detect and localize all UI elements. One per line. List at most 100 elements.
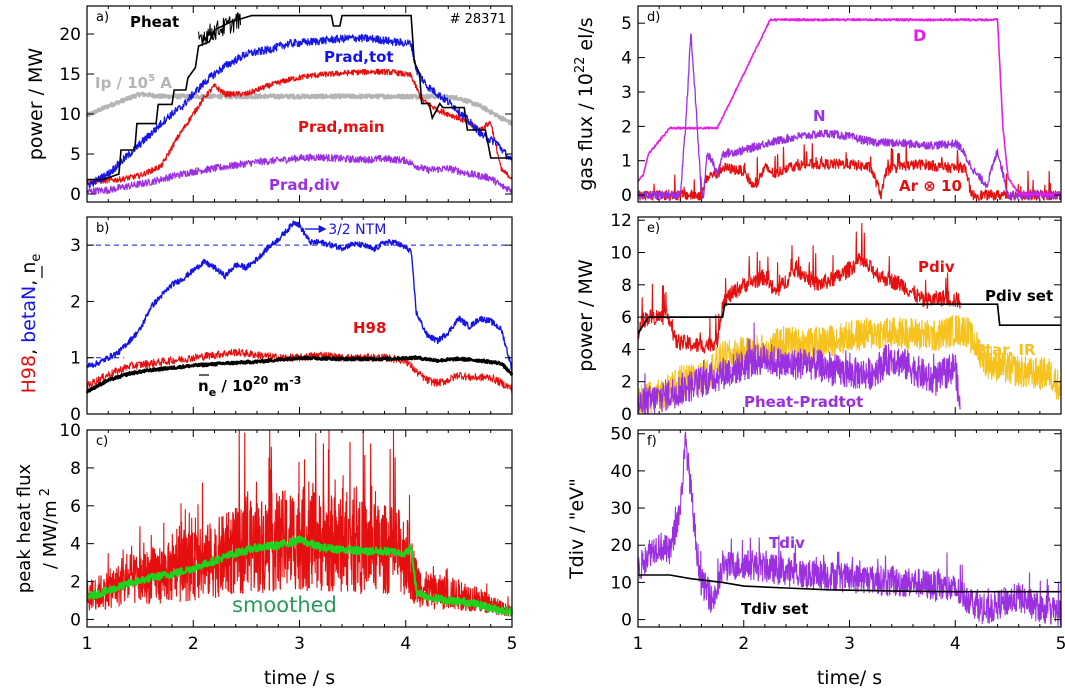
y-tick-label: 1: [70, 349, 81, 369]
y-tick-label: 6: [70, 497, 81, 517]
panel-d: 0 1 2 3 4 5 d) gas flux / 1022 el/s D N Ar ⊗ 10: [573, 5, 1062, 206]
series-line: [85, 535, 514, 617]
ylabel: power / MW: [575, 259, 597, 372]
y-tick-label: 4: [621, 340, 632, 360]
label-smoothed: smoothed: [232, 593, 337, 617]
ylabel-line1: peak heat flux: [14, 463, 35, 593]
y-tick-label: 5: [621, 14, 632, 34]
series-line: [637, 17, 1062, 197]
ylabel: gas flux / 1022 el/s: [573, 17, 597, 190]
x-tick-label: 2: [188, 634, 199, 654]
panel-a: 0 5 10 15 20 a) power / MW # 28371 Pheat Prad,tot…: [25, 5, 513, 205]
xlabel: time/ s: [817, 667, 882, 689]
ylabel-part: betaN: [18, 286, 40, 343]
label-ntm: 3/2 NTM: [328, 222, 386, 238]
label-ne-exp: 20: [253, 374, 269, 387]
x-tick-label: 3: [844, 634, 855, 654]
label-pheat-pradtot: Pheat-Pradtot: [744, 393, 863, 411]
series-line: [86, 429, 513, 617]
y-tick-label: 2: [70, 573, 81, 593]
label-n: N: [813, 107, 826, 125]
label-ne-sub: e: [209, 386, 216, 399]
y-tick-label: 0: [70, 405, 81, 425]
panel-label: c): [96, 434, 108, 449]
ylabel-line2-text: / MW/m: [40, 500, 61, 569]
label-ne: ne / 1020 m-3: [198, 374, 301, 399]
label-pheat: Pheat: [130, 13, 179, 31]
y-tick-label: 8: [70, 459, 81, 479]
y-tick-label: 0: [621, 186, 632, 206]
label-prad-main: Prad,main: [298, 118, 385, 136]
y-tick-label: 3: [621, 83, 632, 103]
y-tick-label: 15: [59, 65, 81, 85]
panel-label: e): [647, 221, 660, 236]
panel-label: d): [647, 10, 660, 25]
x-tick-label: 1: [633, 634, 644, 654]
y-tick-label: 6: [621, 308, 632, 328]
x-tick-label: 5: [507, 634, 518, 654]
y-tick-label: 2: [70, 292, 81, 312]
ylabel-exp: 22: [573, 57, 588, 74]
y-tick-label: 10: [610, 573, 632, 593]
series-line: [86, 33, 513, 189]
y-tick-label: 10: [59, 105, 81, 125]
y-tick-label: 0: [621, 611, 632, 631]
series-line: [85, 355, 514, 394]
y-tick-label: 5: [70, 145, 81, 165]
y-tick-label: 4: [621, 49, 632, 69]
x-tick-label: 5: [1056, 634, 1065, 654]
panel-c: 1 2 3 4 5 0 2 4 6 8 10 c) peak heat flux / MW/m 2 smoo…: [14, 421, 517, 689]
label-d: D: [913, 26, 926, 45]
y-tick-label: 0: [621, 405, 632, 425]
y-tick-label: 30: [610, 499, 632, 519]
y-tick-label: 2: [621, 373, 632, 393]
x-tick-label: 4: [950, 634, 961, 654]
series-line: [637, 303, 1061, 334]
y-tick-label: 8: [621, 276, 632, 296]
ylabel-part: , n: [18, 262, 40, 286]
series-line: [198, 12, 242, 47]
series-line: [87, 14, 512, 181]
series-line: [637, 431, 1062, 627]
series-line: [86, 220, 513, 371]
y-tick-label: 3: [70, 236, 81, 256]
label-pdiv: Pdiv: [918, 258, 955, 276]
series-line: [638, 574, 1061, 593]
label-pdiv-set: Pdiv set: [985, 287, 1053, 305]
ylabel-base: gas flux / 10: [575, 73, 597, 191]
label-ne-m: m: [268, 377, 289, 395]
series-line: [637, 222, 961, 354]
y-tick-label: 0: [70, 610, 81, 630]
y-tick-label: 2: [621, 117, 632, 137]
xlabel: time / s: [264, 667, 335, 689]
label-ne-unit: / 10: [216, 377, 253, 395]
y-tick-label: 40: [610, 462, 632, 482]
y-tick-label: 20: [610, 536, 632, 556]
panel-label: b): [96, 221, 109, 236]
ylabel-unit: el/s: [575, 17, 597, 56]
label-ip: Ip / 105 A: [95, 73, 172, 92]
series-line: [85, 91, 513, 126]
ylabel-line2: / MW/m 2: [38, 488, 61, 569]
ntm-arrowhead: [318, 225, 327, 233]
ylabel: Tdiv / "eV": [566, 478, 588, 580]
panel-label: a): [96, 10, 109, 25]
y-tick-label: 1: [621, 152, 632, 172]
label-ip-unit: A: [155, 74, 172, 92]
y-tick-label: 20: [59, 25, 81, 45]
y-tick-label: 10: [59, 421, 81, 441]
series-line: [86, 348, 513, 393]
x-tick-label: 1: [82, 634, 93, 654]
label-ne-n: n: [198, 377, 209, 395]
panel-e: 0 2 4 6 8 10 12 e) power / MW Pdiv Pdiv set Ptar, I…: [575, 211, 1062, 425]
ylabel-part: ,: [18, 343, 40, 355]
x-tick-label: 4: [400, 634, 411, 654]
shot-number: # 28371: [450, 12, 506, 27]
y-tick-label: 12: [610, 211, 632, 231]
label-prad-tot: Prad,tot: [324, 48, 394, 66]
y-tick-label: 10: [610, 244, 632, 264]
y-tick-label: 0: [70, 185, 81, 205]
label-tdiv-set: Tdiv set: [741, 600, 808, 618]
y-tick-label: 50: [610, 425, 632, 445]
